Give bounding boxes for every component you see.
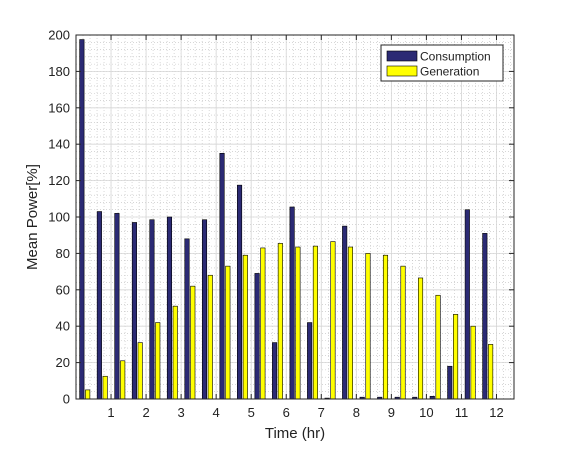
bar-consumption-9 — [237, 184, 243, 400]
bar-generation-16 — [365, 253, 371, 400]
bar-consumption-1 — [96, 211, 102, 400]
bar-consumption-13 — [307, 322, 313, 400]
bar-consumption-21 — [447, 365, 453, 400]
bar-consumption-5 — [166, 216, 173, 400]
x-tick-label: 8 — [353, 405, 360, 420]
bar-generation-17 — [382, 254, 389, 400]
y-tick-label: 100 — [48, 210, 70, 225]
x-tick-label: 9 — [388, 405, 395, 420]
legend-swatch-generation — [386, 65, 418, 77]
bar-consumption-4 — [149, 219, 155, 400]
bar-consumption-0 — [79, 39, 85, 400]
y-axis-label: Mean Power[%] — [24, 164, 41, 270]
x-tick-label: 12 — [489, 405, 503, 420]
bar-consumption-8 — [219, 153, 225, 400]
y-tick-label: 140 — [48, 137, 70, 152]
x-tick-label: 7 — [318, 405, 325, 420]
y-tick-label: 60 — [56, 282, 70, 297]
x-axis-label: Time (hr) — [265, 425, 325, 442]
y-tick-label: 80 — [56, 246, 70, 261]
bar-generation-5 — [172, 305, 178, 400]
bar-generation-4 — [155, 322, 161, 400]
x-tick-label: 1 — [107, 405, 114, 420]
bar-generation-19 — [417, 277, 424, 400]
legend-label-consumption: Consumption — [420, 50, 491, 64]
bar-generation-9 — [242, 254, 248, 400]
bar-consumption-12 — [289, 206, 295, 400]
bar-generation-3 — [137, 342, 143, 400]
x-tick-label: 5 — [248, 405, 255, 420]
x-tick-label: 10 — [419, 405, 433, 420]
bar-consumption-23 — [482, 233, 488, 400]
x-tick-label: 11 — [455, 405, 469, 420]
legend-label-generation: Generation — [420, 65, 479, 79]
legend-swatch-consumption — [386, 50, 418, 62]
bar-consumption-2 — [114, 213, 120, 400]
bar-generation-12 — [295, 246, 301, 400]
bar-generation-6 — [190, 285, 196, 400]
x-tick-label: 2 — [142, 405, 149, 420]
bar-generation-22 — [470, 325, 476, 400]
bar-generation-11 — [277, 243, 283, 400]
bar-generation-1 — [102, 375, 108, 400]
bar-generation-23 — [488, 344, 494, 400]
bar-consumption-7 — [201, 219, 208, 400]
bar-consumption-3 — [131, 222, 137, 400]
bar-consumption-22 — [464, 209, 470, 400]
y-tick-label: 160 — [48, 100, 70, 115]
y-tick-label: 180 — [48, 64, 70, 79]
y-tick-label: 20 — [56, 355, 70, 370]
bar-generation-13 — [312, 245, 318, 400]
bar-consumption-11 — [272, 342, 278, 400]
bar-consumption-10 — [254, 273, 260, 400]
x-tick-label: 4 — [213, 405, 220, 420]
bar-generation-8 — [225, 265, 231, 400]
x-tick-label: 6 — [283, 405, 290, 420]
bar-generation-7 — [207, 274, 213, 400]
bar-generation-15 — [347, 246, 353, 400]
bar-generation-21 — [453, 314, 459, 400]
y-tick-label: 40 — [56, 319, 70, 334]
y-tick-label: 120 — [48, 173, 70, 188]
bar-generation-18 — [400, 265, 406, 400]
bar-generation-20 — [435, 294, 441, 400]
y-tick-label: 200 — [48, 28, 70, 43]
bar-generation-14 — [330, 241, 336, 400]
bar-consumption-15 — [342, 225, 348, 400]
bar-generation-10 — [260, 247, 266, 400]
bar-generation-2 — [120, 360, 126, 400]
bar-generation-0 — [85, 389, 91, 400]
y-tick-label: 0 — [63, 392, 70, 407]
bar-consumption-6 — [184, 238, 190, 400]
x-tick-label: 3 — [178, 405, 185, 420]
